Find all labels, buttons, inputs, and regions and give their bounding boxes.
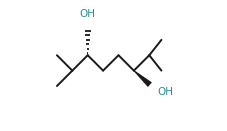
- Text: OH: OH: [157, 87, 173, 97]
- Text: OH: OH: [79, 9, 95, 19]
- Polygon shape: [133, 70, 151, 87]
